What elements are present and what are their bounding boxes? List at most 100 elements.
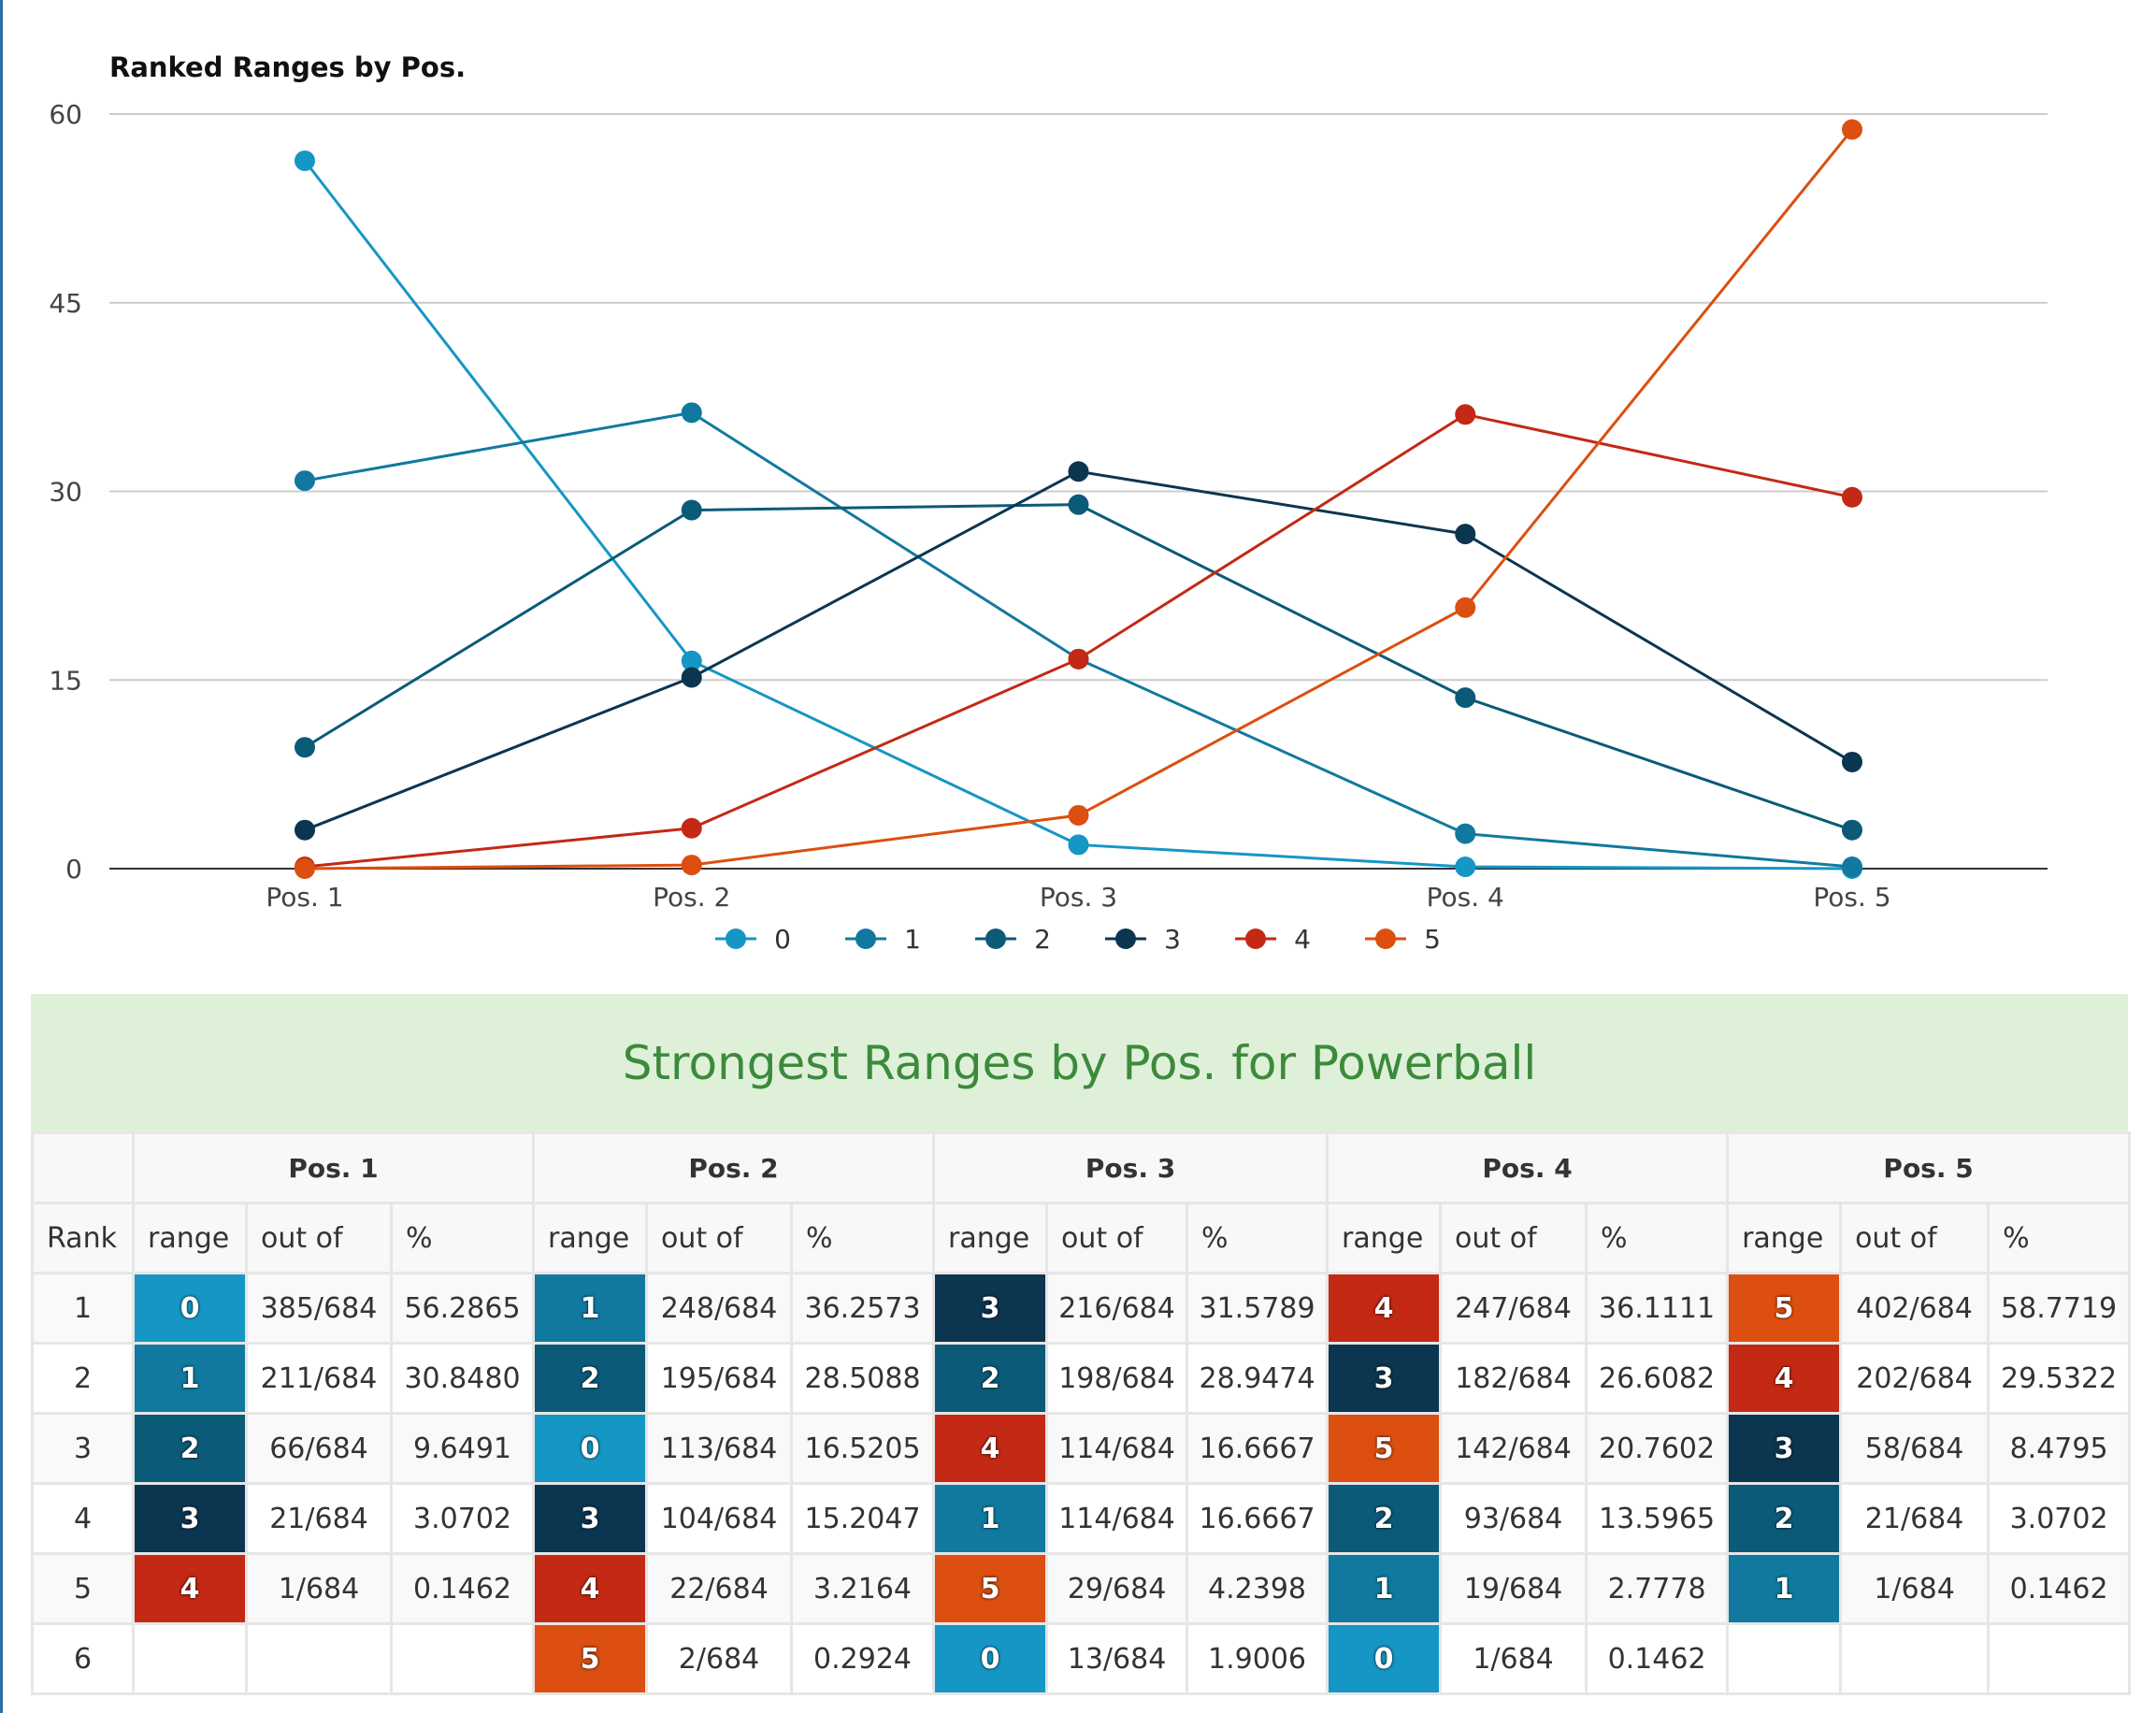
legend-item-0[interactable]: 0	[715, 924, 791, 955]
series-line-4	[304, 412, 1853, 869]
percent-cell: 29.5322	[1987, 1342, 2132, 1415]
percent-cell: 3.0702	[389, 1482, 536, 1555]
percent-cell: 3.2164	[790, 1552, 936, 1625]
grid-lines	[109, 113, 2048, 870]
data-point-5	[1455, 597, 1476, 618]
x-tick-label: Pos. 4	[1427, 882, 1504, 913]
position-header: Pos. 4	[1326, 1131, 1730, 1204]
page-left-border	[0, 0, 3, 1713]
table-row: 4 3 21/684 3.0702 3 104/684 15.2047 1 114/684 16.…	[31, 1482, 2132, 1555]
range-cell: 0	[132, 1272, 248, 1345]
position-header: Pos. 1	[131, 1131, 536, 1204]
rank-cell: 3	[31, 1412, 135, 1485]
range-cell: 4	[1326, 1272, 1443, 1345]
legend-item-4[interactable]: 4	[1235, 924, 1311, 955]
data-point-4	[1455, 404, 1476, 425]
column-header-: %	[1987, 1202, 2132, 1274]
legend-item-2[interactable]: 2	[975, 924, 1051, 955]
legend-marker	[1375, 928, 1396, 949]
range-cell: 5	[532, 1622, 649, 1695]
out-of-cell: 195/684	[645, 1342, 794, 1415]
out-of-cell: 1/684	[245, 1552, 393, 1625]
data-point-5	[681, 855, 702, 876]
range-cell: 3	[532, 1482, 649, 1555]
range-cell: 4	[1726, 1342, 1843, 1415]
position-header: Pos. 3	[932, 1131, 1330, 1204]
percent-cell: 0.2924	[790, 1622, 936, 1695]
y-tick-label: 45	[49, 288, 82, 319]
out-of-cell: 182/684	[1439, 1342, 1588, 1415]
range-cell: 4	[132, 1552, 248, 1625]
x-tick-label: Pos. 2	[653, 882, 730, 913]
out-of-cell: 66/684	[245, 1412, 393, 1485]
legend-marker	[726, 928, 746, 949]
range-cell: 0	[532, 1412, 649, 1485]
data-point-0	[1455, 856, 1476, 878]
out-of-cell: 13/684	[1045, 1622, 1189, 1695]
percent-cell: 0.1462	[1585, 1622, 1730, 1695]
y-axis-ticks: 0 15 30 45 60	[49, 99, 82, 885]
position-header-row: Pos. 1 Pos. 2 Pos. 3 Pos. 4 Pos. 5	[31, 1131, 2132, 1204]
range-cell: 2	[132, 1412, 248, 1485]
data-point-0	[681, 650, 702, 671]
legend[interactable]: 0 1 2 3 4 5	[715, 924, 1441, 955]
column-header-: %	[1585, 1202, 1730, 1274]
percent-cell	[1987, 1622, 2132, 1695]
range-cell: 3	[1726, 1412, 1843, 1485]
range-cell: 0	[1326, 1622, 1443, 1695]
data-point-5	[1068, 804, 1089, 826]
out-of-cell: 211/684	[245, 1342, 393, 1415]
range-cell: 3	[932, 1272, 1049, 1345]
percent-cell: 3.0702	[1987, 1482, 2132, 1555]
range-cell: 0	[932, 1622, 1049, 1695]
out-of-cell: 93/684	[1439, 1482, 1588, 1555]
percent-cell: 1.9006	[1186, 1622, 1330, 1695]
column-header-: %	[389, 1202, 536, 1274]
legend-marker	[1115, 928, 1136, 949]
percent-cell: 58.7719	[1987, 1272, 2132, 1345]
column-header-range: range	[532, 1202, 649, 1274]
rank-header: Rank	[31, 1202, 135, 1274]
out-of-cell: 1/684	[1439, 1622, 1588, 1695]
out-of-cell: 247/684	[1439, 1272, 1588, 1345]
table-title: Strongest Ranges by Pos. for Powerball	[622, 1035, 1537, 1090]
out-of-cell: 19/684	[1439, 1552, 1588, 1625]
subheader-row: Rank range out of% range out of% range out of%…	[31, 1202, 2132, 1274]
rank-cell: 1	[31, 1272, 135, 1345]
out-of-cell: 29/684	[1045, 1552, 1189, 1625]
column-header-range: range	[932, 1202, 1049, 1274]
percent-cell: 56.2865	[389, 1272, 536, 1345]
percent-cell: 16.5205	[790, 1412, 936, 1485]
percent-cell: 15.2047	[790, 1482, 936, 1555]
data-point-2	[1068, 494, 1089, 515]
chart-title: Ranked Ranges by Pos.	[109, 51, 466, 83]
position-header: Pos. 2	[532, 1131, 936, 1204]
out-of-cell: 113/684	[645, 1412, 794, 1485]
legend-label: 4	[1294, 924, 1311, 955]
range-cell: 4	[932, 1412, 1049, 1485]
data-point-3	[295, 819, 315, 841]
column-header-outof: out of	[245, 1202, 393, 1274]
legend-item-1[interactable]: 1	[845, 924, 921, 955]
y-tick-label: 0	[65, 854, 82, 885]
y-tick-label: 60	[49, 99, 82, 130]
range-cell: 1	[532, 1272, 649, 1345]
strongest-ranges-table: Pos. 1 Pos. 2 Pos. 3 Pos. 4 Pos. 5 Rank range o…	[31, 1131, 2132, 1695]
range-cell: 3	[132, 1482, 248, 1555]
legend-item-3[interactable]: 3	[1105, 924, 1181, 955]
data-point-3	[1068, 461, 1089, 482]
table-title-banner: Strongest Ranges by Pos. for Powerball	[31, 994, 2128, 1131]
data-point-5	[295, 858, 315, 879]
range-cell: 2	[1326, 1482, 1443, 1555]
data-point-1	[1842, 856, 1862, 878]
range-cell: 1	[1726, 1552, 1843, 1625]
range-cell: 1	[132, 1342, 248, 1415]
out-of-cell: 2/684	[645, 1622, 794, 1695]
table-row: 2 1 211/684 30.8480 2 195/684 28.5088 2 198/684 2…	[31, 1342, 2132, 1415]
percent-cell: 0.1462	[389, 1552, 536, 1625]
legend-item-5[interactable]: 5	[1365, 924, 1441, 955]
column-header-outof: out of	[1045, 1202, 1189, 1274]
data-point-3	[1842, 751, 1862, 772]
legend-marker	[855, 928, 876, 949]
data-point-1	[1455, 823, 1476, 844]
